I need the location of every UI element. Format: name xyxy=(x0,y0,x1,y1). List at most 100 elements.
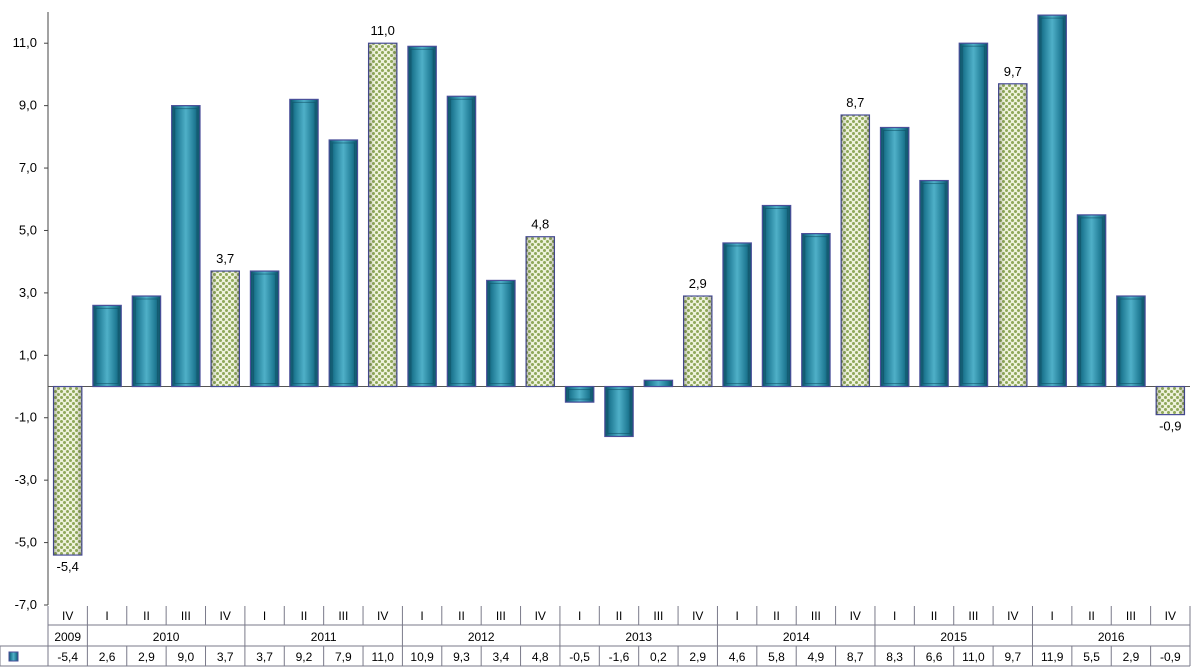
value-cell: 3,7 xyxy=(256,650,273,664)
bar xyxy=(407,45,437,388)
year-label: 2016 xyxy=(1098,630,1125,644)
bar-highlighted xyxy=(1155,385,1186,416)
bar-fill xyxy=(289,98,319,388)
bar-highlighted xyxy=(52,385,83,556)
bar-shade xyxy=(998,83,1027,387)
bar xyxy=(801,232,831,388)
quarter-label: III xyxy=(1126,609,1136,623)
quarter-label: II xyxy=(458,609,465,623)
data-label: 4,8 xyxy=(531,217,549,232)
y-tick-label: -3,0 xyxy=(15,472,37,487)
quarter-label: II xyxy=(143,609,150,623)
year-label: 2010 xyxy=(153,630,180,644)
bar xyxy=(564,385,595,403)
bar-bevel xyxy=(174,108,198,385)
bar-highlighted xyxy=(525,236,556,388)
data-label: -5,4 xyxy=(56,559,78,574)
bar-fill xyxy=(328,139,359,388)
bar xyxy=(1116,295,1146,388)
value-cell: 4,8 xyxy=(532,650,549,664)
bar-fill xyxy=(1076,214,1107,388)
quarter-label: IV xyxy=(692,609,703,623)
y-tick-label: 1,0 xyxy=(19,347,37,362)
data-label: 3,7 xyxy=(216,251,234,266)
bar-fill xyxy=(131,295,162,388)
value-cell: 11,0 xyxy=(962,650,985,664)
quarter-label: II xyxy=(1088,609,1095,623)
value-cell: 5,5 xyxy=(1083,650,1100,664)
quarter-label: I xyxy=(105,609,108,623)
value-cell: 8,7 xyxy=(847,650,864,664)
quarter-label: III xyxy=(496,609,506,623)
bar-fill xyxy=(919,179,949,388)
value-cell: 10,9 xyxy=(410,650,434,664)
bar xyxy=(289,98,319,388)
bar-fill xyxy=(1037,14,1067,388)
bar-fill xyxy=(722,242,752,388)
value-cell: -5,4 xyxy=(57,650,78,664)
value-cell: 9,0 xyxy=(177,650,194,664)
value-cell: 4,9 xyxy=(808,650,825,664)
bar-bevel xyxy=(489,282,513,385)
quarter-label: II xyxy=(931,609,938,623)
quarter-label: III xyxy=(968,609,978,623)
bar-bevel xyxy=(1119,298,1143,385)
bar-bevel xyxy=(725,245,749,385)
value-cell: 0,2 xyxy=(650,650,667,664)
bar-shade xyxy=(53,386,82,556)
year-label: 2009 xyxy=(54,630,81,644)
data-labels: -5,4 3,7 11,0 4,8 2,9 8,7 9,7 -0,9 xyxy=(56,23,1181,574)
bar-fill xyxy=(604,385,634,438)
quarter-label: I xyxy=(263,609,266,623)
bar xyxy=(486,279,516,388)
y-tick-label: 11,0 xyxy=(13,35,37,50)
bar xyxy=(919,179,949,388)
bar-bevel xyxy=(1079,217,1104,385)
quarter-label: IV xyxy=(62,609,73,623)
quarter-label: IV xyxy=(1165,609,1176,623)
bar-fill xyxy=(249,270,280,388)
bar-bevel xyxy=(882,129,907,385)
value-cell: 11,0 xyxy=(371,650,394,664)
quarter-label: II xyxy=(773,609,780,623)
bar xyxy=(1037,14,1067,388)
quarter-label: III xyxy=(338,609,348,623)
value-cell: 3,4 xyxy=(493,650,510,664)
bar-shade xyxy=(683,296,712,387)
value-cell: -0,9 xyxy=(1160,650,1181,664)
bar-bevel xyxy=(252,273,277,385)
bar-highlighted xyxy=(840,114,871,388)
value-cell: 4,6 xyxy=(729,650,746,664)
bar-bevel xyxy=(410,48,434,385)
bar-fill xyxy=(1116,295,1146,388)
year-label: 2013 xyxy=(625,630,652,644)
value-cell: 8,3 xyxy=(886,650,903,664)
y-tick-label: 9,0 xyxy=(19,98,37,113)
y-tick-label: 7,0 xyxy=(19,160,37,175)
quarter-label: II xyxy=(616,609,623,623)
value-cell: -0,5 xyxy=(569,650,590,664)
quarter-label: I xyxy=(893,609,896,623)
bar-fill xyxy=(171,105,201,388)
bar-bevel xyxy=(961,45,986,385)
bar-fill xyxy=(407,45,437,388)
bar-fill xyxy=(446,95,477,388)
quarter-label: III xyxy=(811,609,821,623)
bars xyxy=(52,14,1186,556)
value-cell: 6,6 xyxy=(926,650,943,664)
bar-bevel xyxy=(1040,17,1064,385)
bar-highlighted xyxy=(367,42,398,388)
data-label: 11,0 xyxy=(371,23,395,38)
bar-fill xyxy=(643,379,674,388)
value-cell: 9,3 xyxy=(453,650,470,664)
bar-fill xyxy=(801,232,831,388)
y-tick-label: -7,0 xyxy=(15,597,37,612)
value-cell: 5,8 xyxy=(768,650,785,664)
value-cell: 3,7 xyxy=(217,650,234,664)
bar-bevel xyxy=(567,389,592,400)
value-cell: 2,6 xyxy=(99,650,116,664)
bar xyxy=(131,295,162,388)
bar xyxy=(958,42,989,388)
year-label: 2015 xyxy=(940,630,967,644)
bar-highlighted xyxy=(682,295,713,388)
